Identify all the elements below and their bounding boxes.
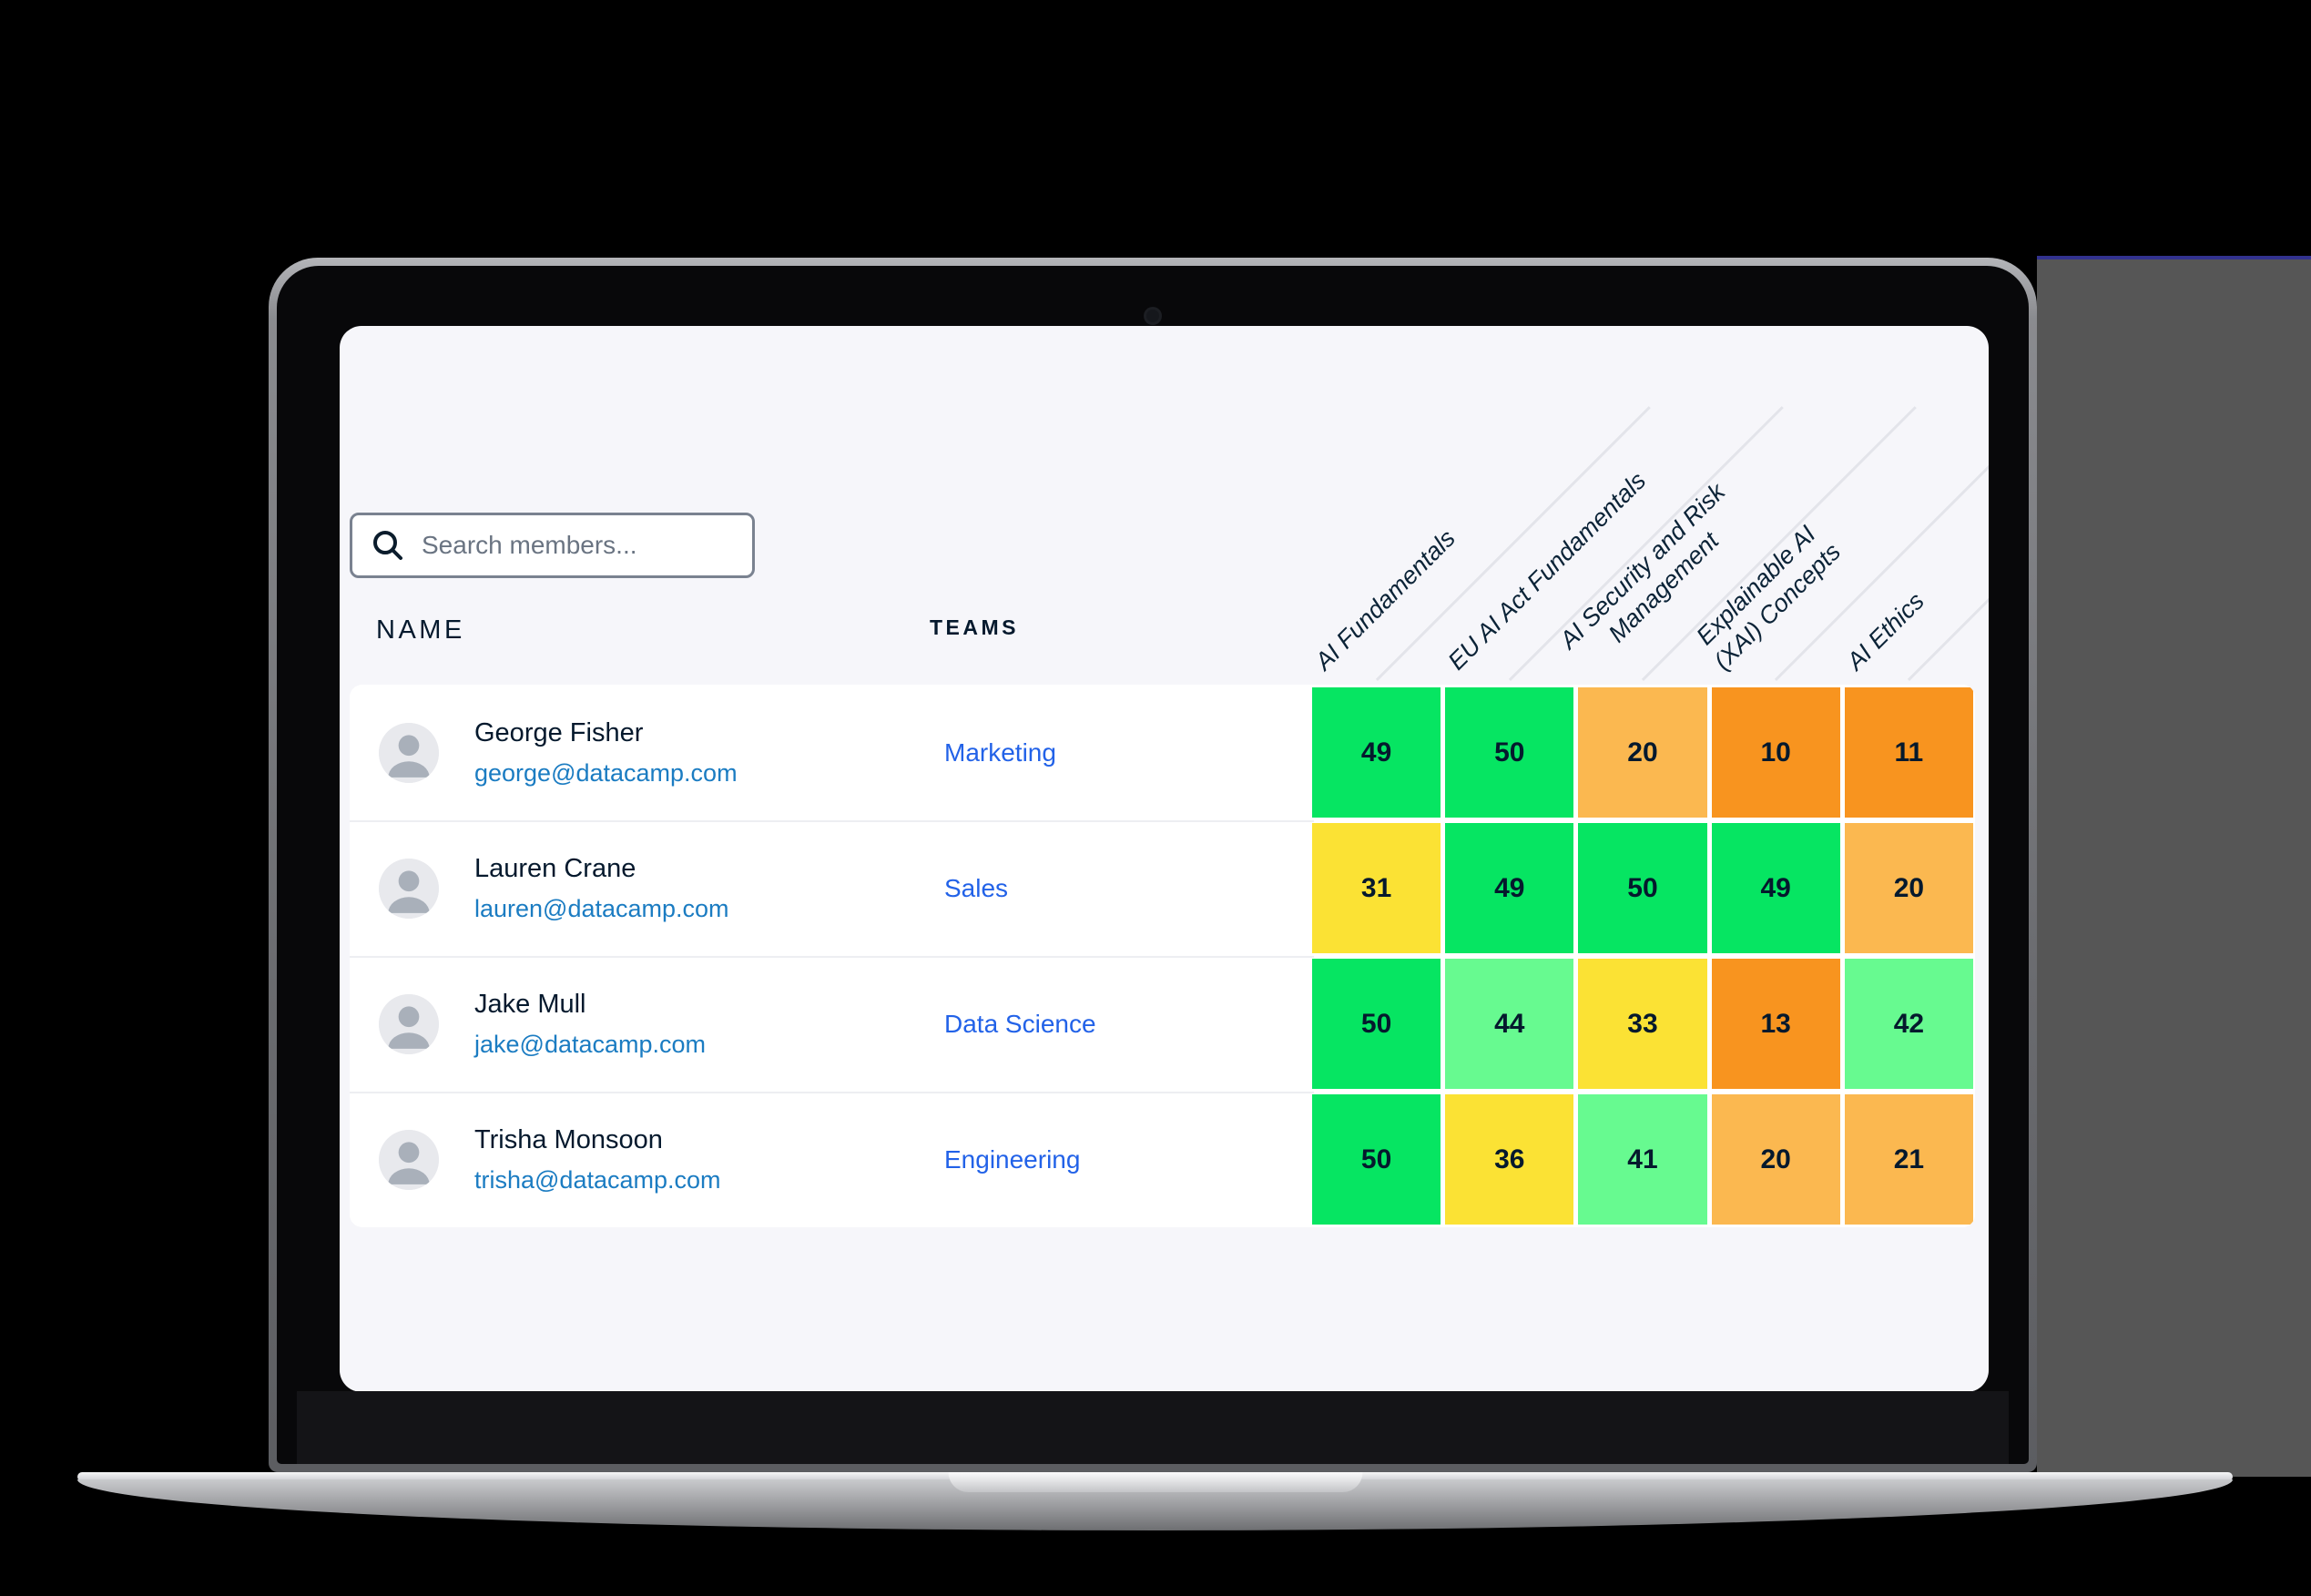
member-name: George Fisher [474,717,644,747]
score-cell: 20 [1578,687,1707,818]
score-cell: 20 [1711,1094,1840,1225]
team-link[interactable]: Sales [944,873,1009,902]
backdrop-gray-panel [2037,256,2311,1477]
person-silhouette-icon [379,993,439,1054]
person-silhouette-icon [379,858,439,919]
score-cell: 50 [1312,1094,1441,1225]
member-email-link[interactable]: trisha@datacamp.com [474,1165,721,1194]
score-cell: 20 [1844,823,1973,953]
team-link[interactable]: Marketing [944,737,1056,767]
member-identity: Jake Mull jake@datacamp.com [474,990,706,1059]
avatar [379,722,439,783]
person-silhouette-icon [379,1129,439,1190]
skill-column-header: Explainable AI (XAI) Concepts [1691,520,1847,676]
score-cell: 33 [1578,959,1707,1089]
score-cell: 44 [1445,959,1574,1089]
search-box[interactable] [350,513,755,578]
member-email-link[interactable]: jake@datacamp.com [474,1030,707,1058]
score-cell: 36 [1445,1094,1574,1225]
laptop-base-notch [948,1472,1362,1492]
score-cell: 11 [1844,687,1973,818]
teams-column-header: TEAMS [930,615,1019,639]
row-divider [350,1092,1314,1093]
member-name: Lauren Crane [474,853,636,883]
score-cell: 49 [1445,823,1574,953]
skill-column-header: AI Security and Risk Management [1554,478,1731,655]
search-icon [373,531,402,560]
table-row[interactable]: Trisha Monsoon trisha@datacamp.com Engin… [350,1092,1975,1227]
table-row[interactable]: Jake Mull jake@datacamp.com Data Science… [350,956,1975,1092]
team-link[interactable]: Engineering [944,1144,1081,1174]
skill-column-divider [1774,406,1989,681]
skill-column-header: EU AI Act Fundamentals [1442,466,1652,676]
score-cell: 50 [1312,959,1441,1089]
score-cell: 31 [1312,823,1441,953]
score-cell: 41 [1578,1094,1707,1225]
skill-column-divider [1641,406,1917,681]
score-cell: 10 [1711,687,1840,818]
skill-column-divider [1907,406,1989,681]
member-name: Trisha Monsoon [474,1124,663,1154]
member-identity: Lauren Crane lauren@datacamp.com [474,854,729,923]
webcam-dot [1146,310,1159,322]
score-cell: 13 [1711,959,1840,1089]
score-cell: 50 [1578,823,1707,953]
laptop-base [77,1472,2233,1532]
score-cell: 49 [1711,823,1840,953]
team-link[interactable]: Data Science [944,1009,1096,1038]
search-input[interactable] [420,530,734,561]
score-cells: 50 44 33 13 42 [1310,956,1975,1092]
skill-column-header: AI Ethics [1841,587,1929,676]
score-cells: 49 50 20 10 11 [1310,685,1975,820]
skill-column-divider [1375,406,1651,681]
score-cells: 31 49 50 49 20 [1310,820,1975,956]
skill-column-header: AI Fundamentals [1309,524,1461,676]
row-divider [350,820,1314,822]
score-cell: 42 [1844,959,1973,1089]
member-email-link[interactable]: george@datacamp.com [474,758,738,787]
member-email-link[interactable]: lauren@datacamp.com [474,894,729,922]
member-identity: George Fisher george@datacamp.com [474,718,738,788]
member-name: Jake Mull [474,989,586,1019]
laptop-hinge-shadow [297,1391,2009,1464]
avatar [379,858,439,919]
row-divider [350,956,1314,958]
members-table: George Fisher george@datacamp.com Market… [350,685,1975,1227]
score-cell: 21 [1844,1094,1973,1225]
person-silhouette-icon [379,722,439,783]
member-identity: Trisha Monsoon trisha@datacamp.com [474,1125,721,1194]
score-cell: 49 [1312,687,1441,818]
avatar [379,993,439,1054]
skill-column-divider [1508,406,1784,681]
score-cell: 50 [1445,687,1574,818]
name-column-header: NAME [376,615,465,645]
table-row[interactable]: Lauren Crane lauren@datacamp.com Sales 3… [350,820,1975,956]
table-row[interactable]: George Fisher george@datacamp.com Market… [350,685,1975,820]
score-cells: 50 36 41 20 21 [1310,1092,1975,1227]
avatar [379,1129,439,1190]
